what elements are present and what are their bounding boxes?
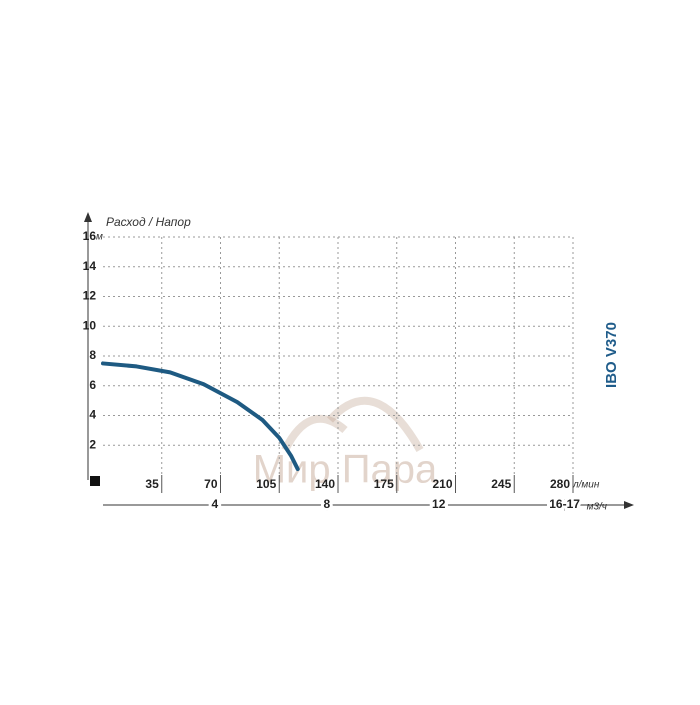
- x-tick-label: 70: [204, 477, 218, 491]
- x-unit: л/мин: [572, 480, 600, 491]
- y-tick-label: 4: [89, 408, 96, 422]
- y-unit: м: [96, 232, 103, 243]
- x2-tick-label: 8: [323, 497, 330, 511]
- watermark-arcs: [281, 396, 424, 452]
- y-tick-label: 10: [83, 318, 97, 332]
- y-tick-label: 2: [89, 437, 96, 451]
- y-tick-label: 16: [83, 229, 97, 243]
- x-tick-label: 140: [315, 477, 335, 491]
- y-tick-label: 12: [83, 289, 97, 303]
- x-tick-label: 35: [145, 477, 159, 491]
- origin-square: [90, 476, 100, 486]
- x2-tick-label: 12: [432, 497, 446, 511]
- x2-tick-label: 16-17: [549, 497, 580, 511]
- x-tick-label: 210: [432, 477, 452, 491]
- curve: [101, 361, 300, 472]
- x2-axis-arrow: [624, 501, 634, 509]
- watermark-arc: [281, 414, 348, 452]
- watermark: Мир Пара: [253, 448, 438, 492]
- x-tick-label: 245: [491, 477, 511, 491]
- x2-tick-label: 4: [212, 497, 219, 511]
- y-tick-label: 6: [89, 378, 96, 392]
- x2-unit: м3/ч: [587, 502, 607, 513]
- x-tick-label: 175: [374, 477, 394, 491]
- y-tick-label: 14: [83, 259, 97, 273]
- x-tick-label: 105: [256, 477, 276, 491]
- x-tick-label: 280: [550, 477, 570, 491]
- y-axis-label: Расход / Напор: [106, 215, 191, 229]
- y-axis-arrow: [84, 212, 92, 222]
- y-tick-label: 8: [89, 348, 96, 362]
- chart-title: IBO V370: [603, 322, 620, 388]
- watermark-arc: [327, 396, 424, 452]
